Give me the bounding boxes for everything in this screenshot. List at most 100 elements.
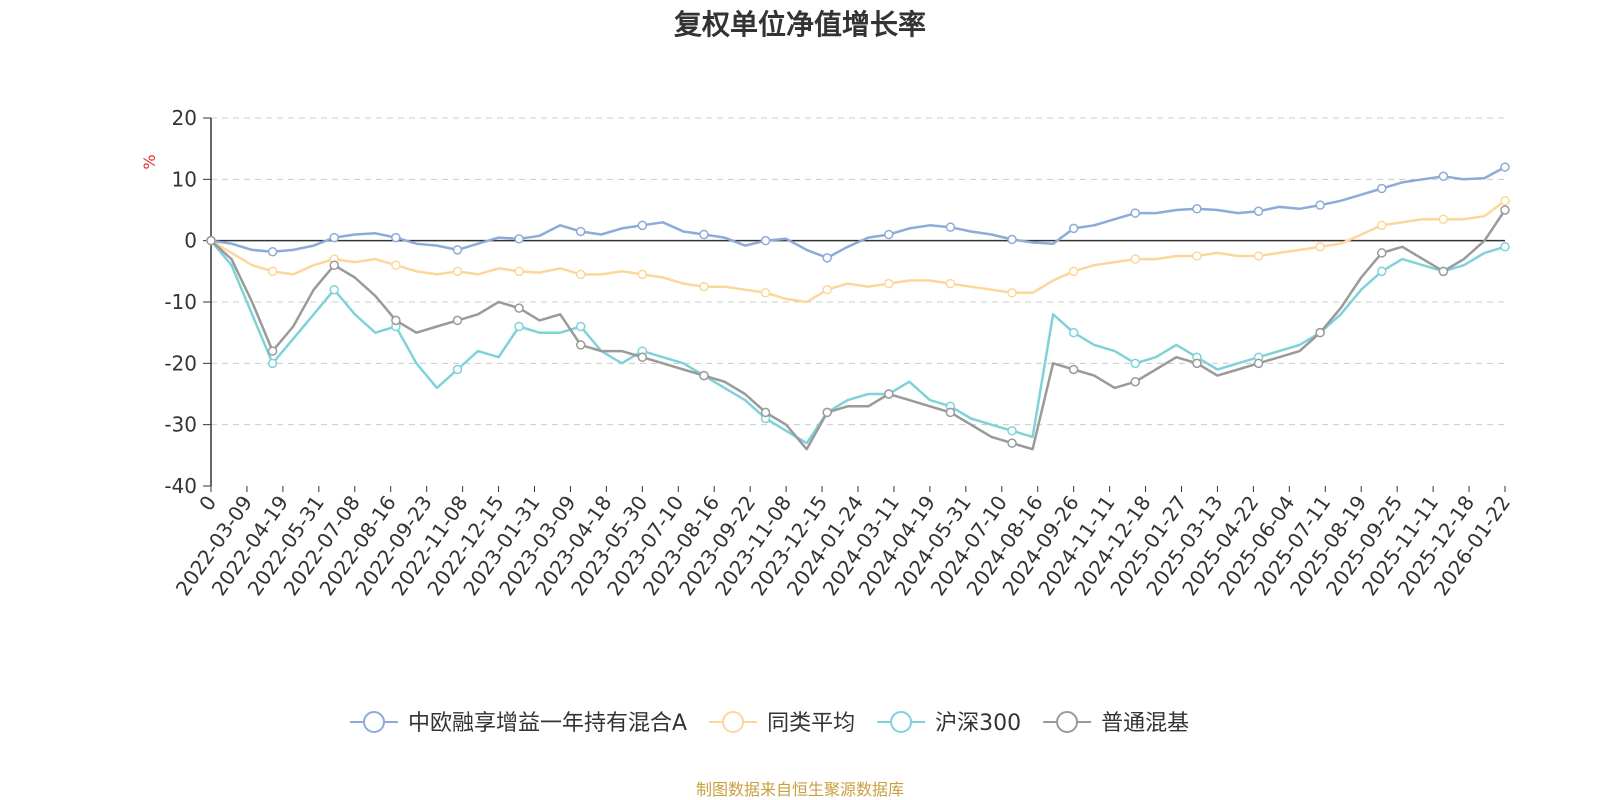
legend-swatch-marker bbox=[1056, 711, 1079, 733]
series-point-0 bbox=[1438, 171, 1449, 182]
series-point-1 bbox=[514, 266, 524, 277]
legend-item-1[interactable]: 同类平均 bbox=[709, 711, 855, 736]
series-point-1 bbox=[1068, 266, 1079, 277]
series-point-1 bbox=[822, 284, 832, 295]
series-point-1 bbox=[1377, 220, 1387, 231]
legend-label: 普通混基 bbox=[1101, 711, 1189, 736]
series-point-3 bbox=[1130, 376, 1141, 387]
series-point-0 bbox=[637, 220, 648, 231]
series-point-1 bbox=[945, 278, 956, 289]
series-point-0 bbox=[1253, 206, 1264, 216]
series-point-2 bbox=[329, 284, 339, 295]
series-point-0 bbox=[514, 234, 524, 244]
series-group bbox=[206, 162, 1510, 451]
series-point-3 bbox=[1007, 438, 1017, 448]
y-tick-label: -20 bbox=[164, 351, 197, 375]
legend-label: 中欧融享增益一年持有混合A bbox=[408, 711, 687, 736]
series-point-3 bbox=[945, 407, 956, 418]
series-point-3 bbox=[514, 303, 524, 313]
y-tick-label: 0 bbox=[184, 229, 197, 253]
y-axis-unit: % bbox=[140, 154, 159, 169]
series-line-3 bbox=[210, 209, 1507, 451]
y-tick-label: -30 bbox=[164, 413, 197, 437]
series-point-1 bbox=[267, 266, 278, 277]
series-point-1 bbox=[760, 288, 771, 298]
series-point-3 bbox=[1068, 364, 1079, 375]
y-axis: 20 10 0 -10 -20 -30 -40 bbox=[164, 106, 1505, 498]
source-note: 制图数据来自恒生聚源数据库 bbox=[696, 780, 904, 799]
series-point-3 bbox=[699, 370, 709, 381]
series-point-1 bbox=[452, 266, 463, 277]
series-point-0 bbox=[329, 232, 339, 243]
x-axis: 02022-03-092022-04-192022-05-312022-07-0… bbox=[171, 486, 1515, 600]
grid-lines bbox=[211, 117, 1505, 426]
legend: 中欧融享增益一年持有混合A 同类平均 沪深300 普通混基 bbox=[350, 711, 1189, 736]
series-point-2 bbox=[1007, 426, 1017, 436]
series-line-2 bbox=[210, 239, 1506, 445]
series-point-3 bbox=[1438, 266, 1449, 277]
series-line-0 bbox=[210, 165, 1506, 260]
series-point-0 bbox=[884, 229, 894, 240]
legend-label: 同类平均 bbox=[767, 711, 855, 736]
series-point-0 bbox=[760, 235, 771, 246]
chart-title: 复权单位净值增长率 bbox=[674, 8, 926, 41]
series-point-1 bbox=[699, 281, 709, 292]
series-point-0 bbox=[452, 245, 463, 255]
series-point-2 bbox=[1130, 358, 1141, 369]
legend-swatch-marker bbox=[363, 711, 385, 733]
series-point-3 bbox=[637, 352, 648, 362]
series-point-3 bbox=[1253, 358, 1264, 369]
y-tick-label: 10 bbox=[172, 167, 197, 191]
series-point-0 bbox=[822, 253, 832, 263]
y-tick-label: -10 bbox=[164, 290, 197, 314]
y-tick-label: 20 bbox=[172, 106, 197, 130]
series-point-0 bbox=[1192, 204, 1202, 214]
series-point-0 bbox=[267, 246, 278, 257]
series-point-1 bbox=[391, 260, 401, 270]
series-point-1 bbox=[1438, 214, 1449, 224]
legend-item-3[interactable]: 普通混基 bbox=[1043, 711, 1189, 736]
legend-item-0[interactable]: 中欧融享增益一年持有混合A bbox=[350, 711, 687, 736]
series-point-0 bbox=[1315, 200, 1325, 210]
series-point-2 bbox=[267, 358, 278, 369]
series-point-3 bbox=[452, 315, 463, 326]
series-point-1 bbox=[1315, 242, 1325, 252]
series-point-1 bbox=[575, 269, 586, 280]
series-point-3 bbox=[884, 389, 894, 399]
series-line-1 bbox=[210, 199, 1506, 304]
series-point-0 bbox=[1130, 208, 1141, 218]
series-point-3 bbox=[1315, 327, 1325, 338]
series-point-1 bbox=[1007, 288, 1017, 298]
series-point-2 bbox=[452, 364, 463, 375]
series-point-2 bbox=[1068, 327, 1079, 338]
series-point-3 bbox=[206, 235, 216, 246]
series-point-2 bbox=[1377, 266, 1387, 277]
series-point-0 bbox=[391, 232, 401, 243]
series-point-0 bbox=[1007, 234, 1017, 245]
y-tick-label: -40 bbox=[164, 474, 197, 498]
legend-item-2[interactable]: 沪深300 bbox=[877, 711, 1021, 736]
series-point-3 bbox=[575, 340, 586, 350]
series-point-3 bbox=[329, 260, 339, 270]
series-point-1 bbox=[1130, 254, 1141, 264]
series-point-0 bbox=[699, 229, 709, 240]
series-point-2 bbox=[575, 321, 586, 332]
series-point-3 bbox=[822, 407, 832, 418]
series-point-0 bbox=[1068, 223, 1079, 234]
series-point-3 bbox=[760, 407, 771, 418]
series-point-2 bbox=[1500, 242, 1510, 252]
series-point-3 bbox=[1192, 358, 1202, 369]
series-point-1 bbox=[884, 278, 894, 289]
legend-label: 沪深300 bbox=[935, 711, 1021, 736]
legend-swatch-marker bbox=[890, 711, 913, 733]
legend-swatch-marker bbox=[722, 711, 745, 733]
series-point-1 bbox=[1253, 251, 1264, 261]
series-point-1 bbox=[1192, 251, 1202, 261]
x-tick-label: 0 bbox=[194, 491, 221, 515]
series-point-3 bbox=[1377, 248, 1387, 258]
series-point-3 bbox=[267, 346, 278, 356]
series-point-2 bbox=[514, 321, 524, 332]
series-point-0 bbox=[1377, 183, 1387, 194]
series-point-0 bbox=[945, 222, 956, 232]
